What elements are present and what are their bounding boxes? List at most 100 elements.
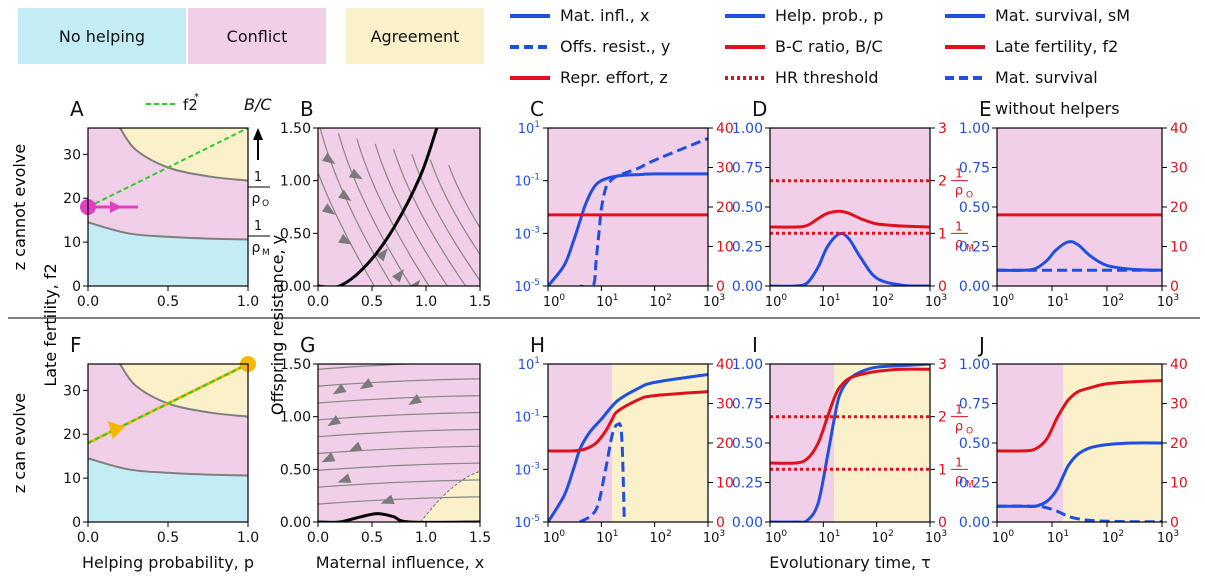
legend-label: without helpers: [995, 99, 1120, 118]
series-line-solid: [548, 172, 708, 286]
trajectory-arrow: [107, 420, 125, 439]
rho-denominator: ρ: [955, 472, 963, 487]
rho-denominator: ρ: [252, 240, 261, 256]
rho-subscript: O: [966, 427, 973, 437]
y2-tick-label: 2: [938, 174, 947, 190]
rho-denominator: ρ: [955, 236, 963, 251]
legend-label: Mat. infl., x: [560, 6, 649, 25]
legend-region-label: No helping: [59, 27, 145, 46]
y-tick-label: 101: [518, 120, 540, 137]
y2-tick-label: 2: [938, 410, 947, 426]
legend-region-label: Conflict: [227, 27, 288, 46]
y-tick-label: 0.25: [959, 240, 990, 256]
y-tick-label: 1.00: [959, 121, 990, 137]
legend-label: Mat. survival: [995, 68, 1098, 87]
flow-arrow: [338, 189, 352, 201]
panel-content: [997, 128, 1162, 286]
y2-tick-label: 1: [938, 226, 947, 242]
rho-numerator: 1: [254, 219, 262, 234]
fstar-legend-superscript: *: [194, 92, 199, 103]
y-tick-label: 0.75: [959, 161, 990, 177]
y2-tick-label: 0: [716, 515, 725, 531]
panel-content: [770, 364, 930, 522]
flow-arrow: [332, 383, 347, 395]
flow-arrow: [375, 248, 388, 262]
x-tick-label: 100: [765, 293, 788, 310]
y-tick-label: 20: [63, 191, 81, 207]
legend-region-agreement: [346, 8, 484, 64]
rho-numerator: 1: [254, 170, 262, 185]
stream-line: [318, 395, 480, 404]
y-tick-label: 0.75: [732, 161, 763, 177]
axes-frame: [317, 363, 481, 523]
y2-tick-label: 0: [1170, 515, 1179, 531]
panel-content: [88, 128, 248, 286]
y-tick-label: 0.50: [732, 200, 763, 216]
flow-arrow: [321, 203, 336, 215]
nullcline: [318, 128, 439, 286]
flow-arrow: [321, 452, 336, 463]
series-line-solid: [548, 390, 708, 453]
x-tick-label: 0.0: [77, 294, 99, 310]
flow-arrow: [338, 233, 352, 245]
x-tick-label: 1.5: [469, 294, 491, 310]
panel-D: [770, 128, 930, 286]
x-tick-label: 1.0: [415, 294, 437, 310]
legend-label: Repr. effort, z: [560, 68, 668, 87]
panel-J: [997, 364, 1162, 522]
x-tick-label: 102: [1102, 529, 1124, 546]
panel-letter: E: [979, 97, 992, 121]
y-tick-label: 0.25: [732, 476, 763, 492]
y-tick-label: 1.00: [280, 410, 311, 426]
x-tick-label: 102: [1102, 293, 1124, 310]
series-line-solid: [997, 379, 1162, 453]
series-line-solid: [548, 373, 708, 522]
series-line-dashed: [579, 422, 626, 522]
region-conflict: [997, 364, 1064, 522]
panel-letter: F: [70, 333, 82, 357]
legend-label: Late fertility, f2: [995, 37, 1118, 56]
region-conflict: [770, 364, 835, 522]
region-agreement: [120, 128, 248, 181]
y-tick-label: 0.25: [959, 476, 990, 492]
stream-line: [318, 428, 480, 438]
y2-tick-label: 10: [716, 476, 734, 492]
boundary-line: [88, 457, 248, 477]
y2-tick-label: 20: [716, 200, 734, 216]
panel-A: [88, 128, 248, 286]
x-tick-label: 102: [872, 293, 894, 310]
y-tick-label: 30: [63, 383, 81, 399]
panel-B: [318, 128, 480, 286]
y2-tick-label: 0: [938, 515, 947, 531]
stream-line: [393, 148, 467, 286]
y-tick-label: 101: [518, 356, 540, 373]
y-tick-label: 0.00: [732, 515, 763, 531]
y-tick-label: 10: [63, 471, 81, 487]
boundary-line: [420, 471, 480, 522]
series-line-solid: [770, 231, 930, 286]
trajectory-arrow: [110, 201, 122, 213]
x-tick-label: 102: [872, 529, 894, 546]
y2-tick-label: 20: [1170, 200, 1188, 216]
y-tick-label: 0.75: [959, 397, 990, 413]
x-tick-label: 101: [1047, 293, 1069, 310]
legend-region-no_helping: [18, 8, 186, 64]
x-tick-label: 1.5: [469, 530, 491, 546]
y2-tick-label: 30: [1170, 397, 1188, 413]
y-tick-label: 10: [63, 235, 81, 251]
rho-subscript: M: [966, 243, 974, 253]
stream-line: [318, 445, 480, 455]
flow-arrow: [349, 168, 363, 180]
y-tick-label: 0: [72, 279, 81, 295]
fstar-line: [88, 128, 248, 208]
rho-subscript: M: [262, 248, 270, 258]
panel-content: [88, 364, 248, 522]
x-tick-label: 103: [703, 529, 725, 546]
region-agreement: [834, 364, 930, 522]
x-tick-label: 100: [992, 293, 1015, 310]
series-line-dashed: [997, 504, 1162, 522]
series-line-solid: [770, 367, 930, 465]
y-tick-label: 0.50: [732, 436, 763, 452]
region-conflict: [318, 128, 480, 286]
y2-tick-label: 40: [716, 357, 734, 373]
